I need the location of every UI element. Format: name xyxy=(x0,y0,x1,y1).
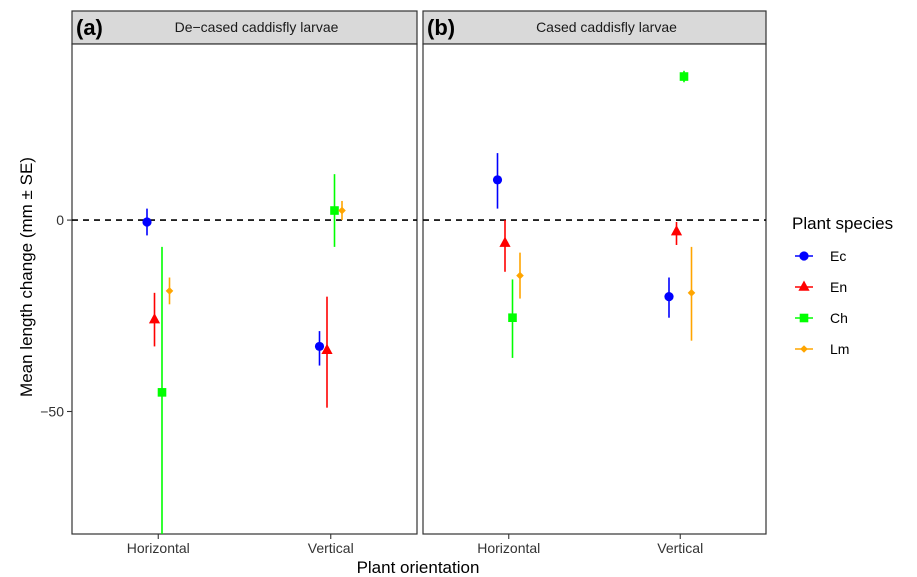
legend-key-diamond xyxy=(800,345,808,353)
point-lm xyxy=(165,287,174,295)
x-tick-label: Horizontal xyxy=(127,540,190,556)
point-lm xyxy=(516,271,524,280)
x-axis: Horizontal Vertical Horizontal Vertical xyxy=(127,534,703,556)
x-axis-title: Plant orientation xyxy=(357,558,480,577)
panel-title: Cased caddisfly larvae xyxy=(536,19,677,35)
panel-b: Cased caddisfly larvae (b) xyxy=(422,10,767,535)
legend-item-ec: Ec xyxy=(795,248,846,264)
legend-key-square xyxy=(799,313,809,323)
x-tick-label: Horizontal xyxy=(477,540,540,556)
point-ec xyxy=(314,341,325,352)
legend-key-circle xyxy=(799,251,809,261)
point-ch xyxy=(330,206,339,215)
legend-label: Ch xyxy=(830,310,848,326)
point-ec xyxy=(664,292,674,302)
panel-border xyxy=(71,43,418,535)
x-tick-label: Vertical xyxy=(657,540,703,556)
panel-border xyxy=(422,43,767,535)
panel-a: De−cased caddisfly larvae (a) xyxy=(71,10,418,535)
y-tick-label: 0 xyxy=(56,212,64,228)
point-en xyxy=(499,236,511,247)
point-ch xyxy=(157,388,167,397)
point-ec xyxy=(492,175,503,185)
panel-tag: (a) xyxy=(76,15,103,40)
legend-item-lm: Lm xyxy=(795,341,849,357)
legend: Plant species Ec En Ch Lm xyxy=(792,214,893,357)
legend-label: En xyxy=(830,279,847,295)
y-tick-label: −50 xyxy=(40,404,64,420)
panel-strip xyxy=(71,10,418,45)
point-en xyxy=(321,343,333,355)
panel-title: De−cased caddisfly larvae xyxy=(175,19,339,35)
point-lm xyxy=(338,206,346,215)
legend-label: Lm xyxy=(830,341,849,357)
point-en xyxy=(670,225,683,236)
panels: De−cased caddisfly larvae (a) Cased caddis… xyxy=(71,10,767,535)
x-tick-label: Vertical xyxy=(308,540,354,556)
panel-tag: (b) xyxy=(427,15,455,40)
legend-item-en: En xyxy=(795,279,847,295)
point-ch xyxy=(679,72,689,81)
point-ch xyxy=(508,313,517,323)
point-lm xyxy=(687,289,696,297)
legend-key-triangle xyxy=(798,280,810,291)
panel-strip xyxy=(422,10,767,45)
legend-title: Plant species xyxy=(792,214,893,233)
point-ec xyxy=(142,217,152,227)
point-en xyxy=(148,313,161,324)
legend-label: Ec xyxy=(830,248,846,264)
legend-item-ch: Ch xyxy=(795,310,848,326)
y-axis: 0 −50 xyxy=(40,212,72,420)
y-axis-title: Mean length change (mm ± SE) xyxy=(17,157,36,397)
